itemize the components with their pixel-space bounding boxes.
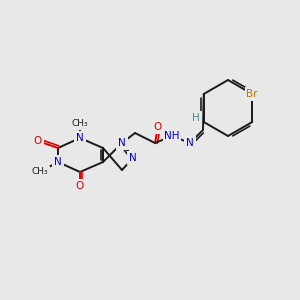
Text: N: N: [186, 138, 194, 148]
Text: NH: NH: [164, 131, 180, 141]
Text: N: N: [54, 157, 62, 167]
Text: O: O: [76, 181, 84, 191]
Text: O: O: [34, 136, 42, 146]
Text: H: H: [192, 113, 200, 123]
Text: Br: Br: [247, 89, 258, 99]
Text: O: O: [154, 122, 162, 132]
Text: N: N: [76, 133, 84, 143]
Text: N: N: [129, 153, 137, 163]
Text: CH₃: CH₃: [32, 167, 48, 176]
Text: N: N: [118, 138, 126, 148]
Text: CH₃: CH₃: [72, 119, 88, 128]
